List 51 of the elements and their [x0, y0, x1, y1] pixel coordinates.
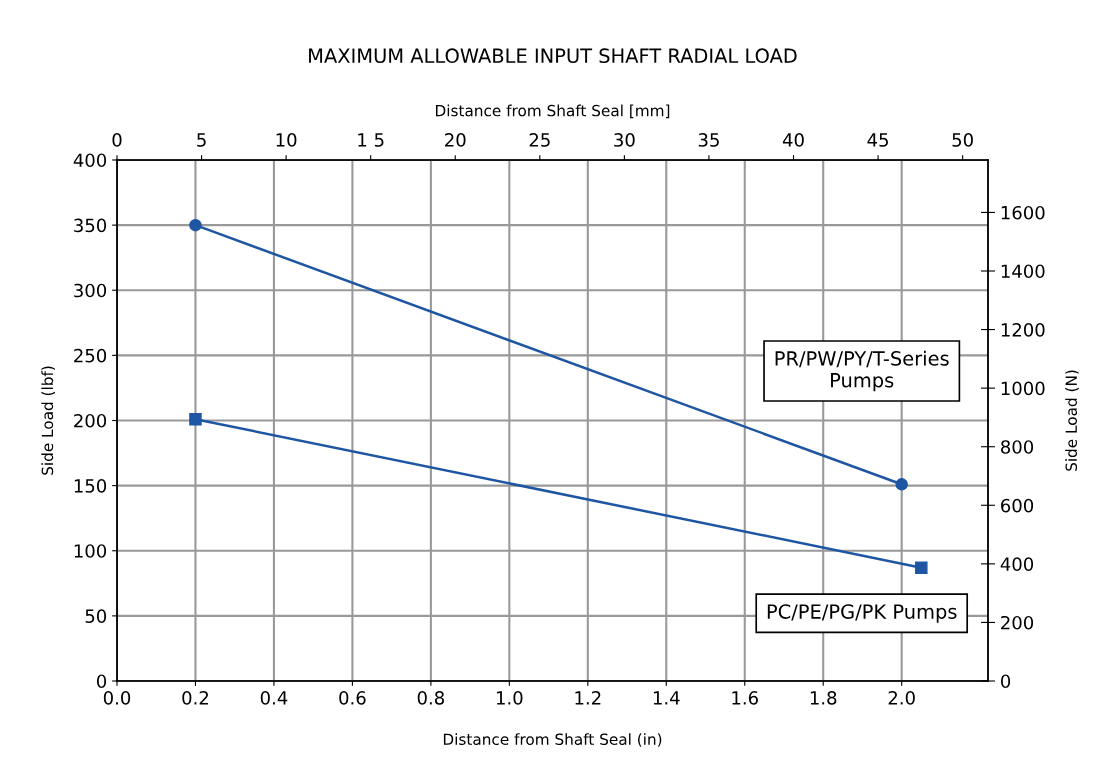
x2-tick-label: 5	[197, 133, 206, 147]
y-tick-label: 200	[74, 413, 107, 428]
x-tick-label: 1.6	[732, 691, 758, 705]
x-tick-label: 1.2	[575, 691, 601, 705]
y2-tick-label: 1600	[1001, 205, 1045, 220]
x2-tick-label: 50	[952, 133, 973, 147]
x-tick-label: 0.0	[103, 691, 131, 705]
x2-tick-label: 35	[698, 133, 719, 147]
x2-tick-label: 1 5	[358, 133, 384, 147]
point	[915, 561, 928, 574]
x2-tick-label: 45	[867, 133, 888, 147]
y2-tick-label: 1400	[1001, 264, 1045, 279]
y2-tick-label: 600	[1001, 498, 1034, 513]
x2-tick-label: 0	[112, 133, 122, 147]
x2-axis-title: Distance from Shaft Seal [mm]	[436, 104, 670, 119]
x2-tick-label: 25	[529, 133, 550, 147]
x-tick-label: 1.8	[810, 691, 837, 705]
x2-tick-label: 30	[614, 133, 635, 147]
x-tick-label: 0.6	[339, 691, 366, 705]
y2-tick-label: 800	[1001, 440, 1034, 454]
x-tick-label: 1.0	[496, 691, 523, 705]
y-tick-label: 100	[74, 544, 107, 558]
text: PR/PW/PY/T-Series Pumps	[775, 350, 949, 392]
y-tick-label: 400	[73, 153, 107, 168]
chart-title: MAXIMUM ALLOWABLE INPUT SHAFT RADIAL LOAD	[309, 48, 797, 64]
x-tick-label: 0.4	[260, 691, 288, 705]
x-tick-label: 2.0	[888, 691, 915, 705]
x2-tick-label: 40	[782, 133, 804, 147]
point	[189, 412, 202, 426]
y2-tick-label: 400	[1000, 557, 1034, 571]
point	[189, 218, 202, 232]
y2-tick-label: 1200	[1001, 323, 1045, 337]
y2-tick-label: 1000	[1001, 381, 1045, 396]
y-tick-label: 0	[96, 674, 107, 689]
y-tick-label: 250	[74, 348, 107, 363]
point	[895, 478, 908, 491]
x2-tick-label: 10	[276, 133, 297, 147]
y-tick-label: 50	[85, 609, 107, 623]
x-tick-label: 0.8	[417, 691, 444, 705]
y2-tick-label: 0	[1001, 674, 1011, 689]
y2-tick-label: 200	[1001, 615, 1034, 630]
y-tick-label: 150	[74, 479, 107, 493]
y-axis-title: Side Load (lbf)	[41, 366, 55, 475]
x2-tick-label: 20	[445, 133, 466, 147]
x-axis-title: Distance from Shaft Seal (in)	[443, 733, 662, 747]
x-tick-label: 0.2	[182, 691, 209, 705]
y-tick-label: 300	[74, 283, 107, 298]
y-tick-label: 350	[74, 218, 107, 233]
y2-axis-title: Side Load (N)	[1065, 370, 1079, 471]
text: PC/PE/PG/PK Pumps	[767, 604, 957, 623]
x-tick-label: 1.4	[653, 691, 680, 705]
